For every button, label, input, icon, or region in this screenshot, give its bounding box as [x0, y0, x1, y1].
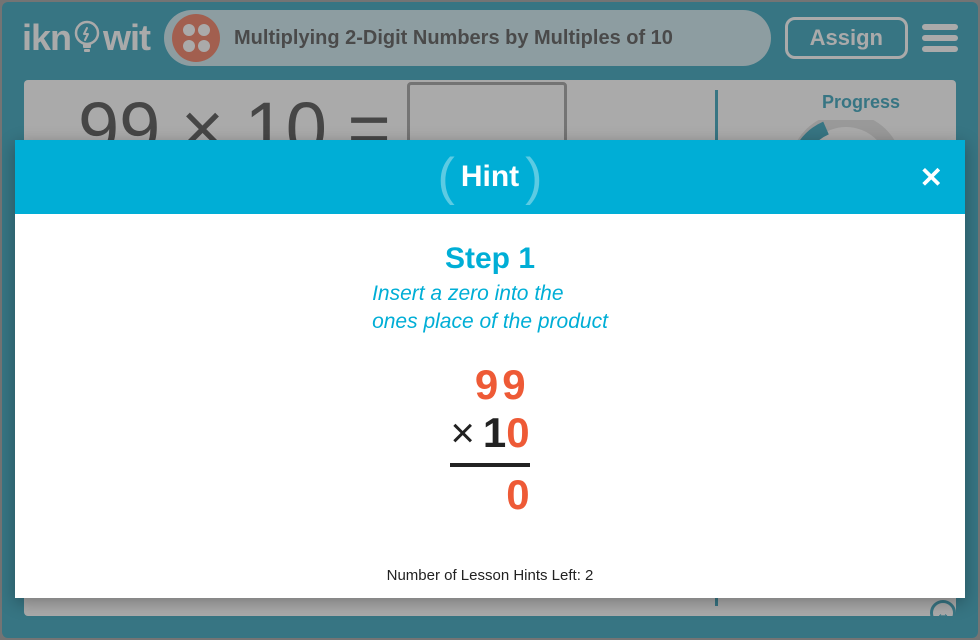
math-stack: 99 ×10 0 [450, 361, 529, 520]
modal-body: Step 1 Insert a zero into the ones place… [15, 214, 965, 598]
step-description: Insert a zero into the ones place of the… [372, 280, 608, 337]
math-multiplier: ×10 [450, 409, 529, 457]
modal-title: Hint [461, 160, 519, 194]
hints-remaining: Number of Lesson Hints Left: 2 [15, 567, 965, 584]
paren-left-icon: ( [432, 151, 461, 203]
hint-modal: ( Hint ) ✕ Step 1 Insert a zero into the… [15, 140, 965, 598]
paren-right-icon: ) [519, 151, 548, 203]
close-icon[interactable]: ✕ [920, 161, 943, 194]
math-result: 0 [450, 467, 529, 519]
math-top: 99 [450, 361, 529, 409]
modal-title-wrap: ( Hint ) [432, 151, 549, 203]
step-title: Step 1 [55, 242, 925, 276]
modal-header: ( Hint ) ✕ [15, 140, 965, 214]
